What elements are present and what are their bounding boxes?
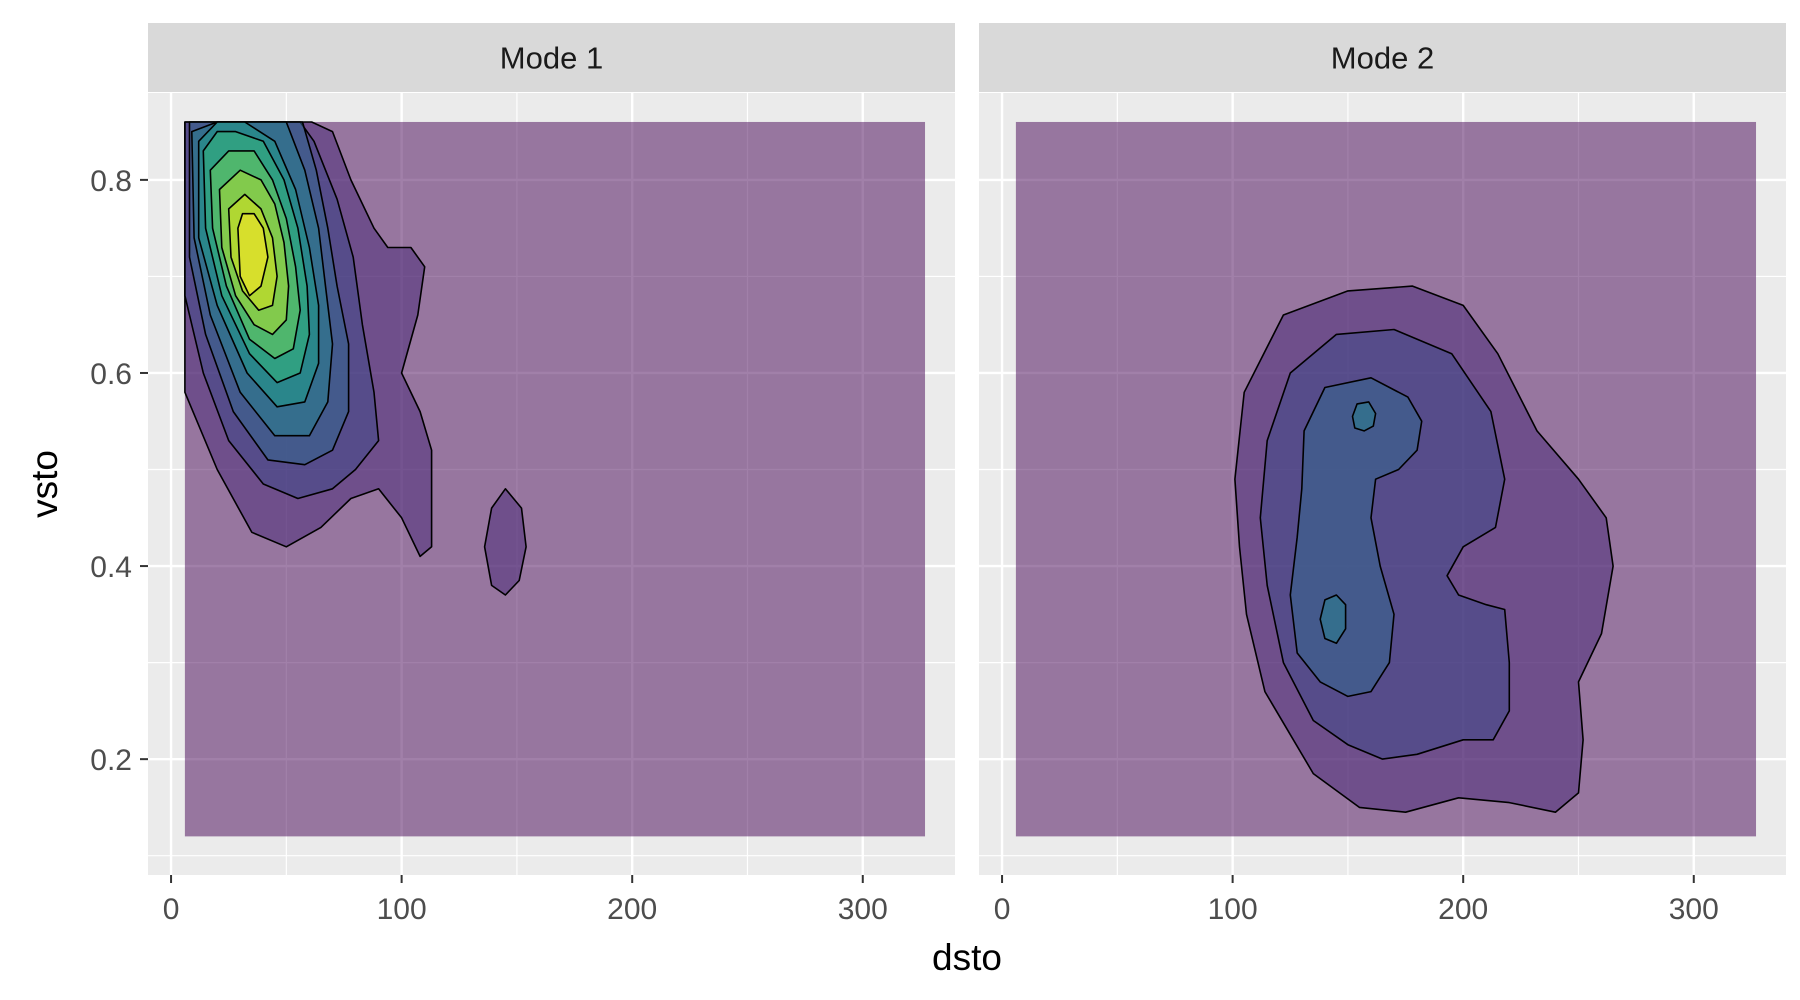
y-tick-label: 0.8 <box>90 165 132 198</box>
facet-strip-label: Mode 2 <box>1331 41 1434 76</box>
x-axis-title: dsto <box>932 937 1002 978</box>
x-tick-label: 300 <box>838 893 888 926</box>
density-band-level-4 <box>1319 594 1347 645</box>
density-band-level-4 <box>1351 401 1377 432</box>
x-tick-label: 100 <box>1208 893 1258 926</box>
x-tick-label: 300 <box>1669 893 1719 926</box>
facet-strip-label: Mode 1 <box>500 41 603 76</box>
facet-panel-1: Mode 1 0 100 200 300 0.2 0.4 0.6 0.8 <box>90 23 955 926</box>
x-tick-label: 100 <box>377 893 427 926</box>
y-axis-title: vsto <box>24 450 65 518</box>
x-tick-label: 0 <box>994 893 1011 926</box>
y-tick-label: 0.6 <box>90 358 132 391</box>
facet-panel-2: Mode 2 0 100 200 300 <box>979 23 1786 926</box>
y-tick-label: 0.4 <box>90 551 132 584</box>
x-tick-label: 200 <box>607 893 657 926</box>
y-tick-label: 0.2 <box>90 744 132 777</box>
x-tick-label: 200 <box>1438 893 1488 926</box>
density-band-level-10 <box>237 212 269 297</box>
facet-strip <box>148 23 955 92</box>
x-tick-label: 0 <box>163 893 180 926</box>
facet-strip <box>979 23 1786 92</box>
density-band-level-1 <box>483 488 527 596</box>
